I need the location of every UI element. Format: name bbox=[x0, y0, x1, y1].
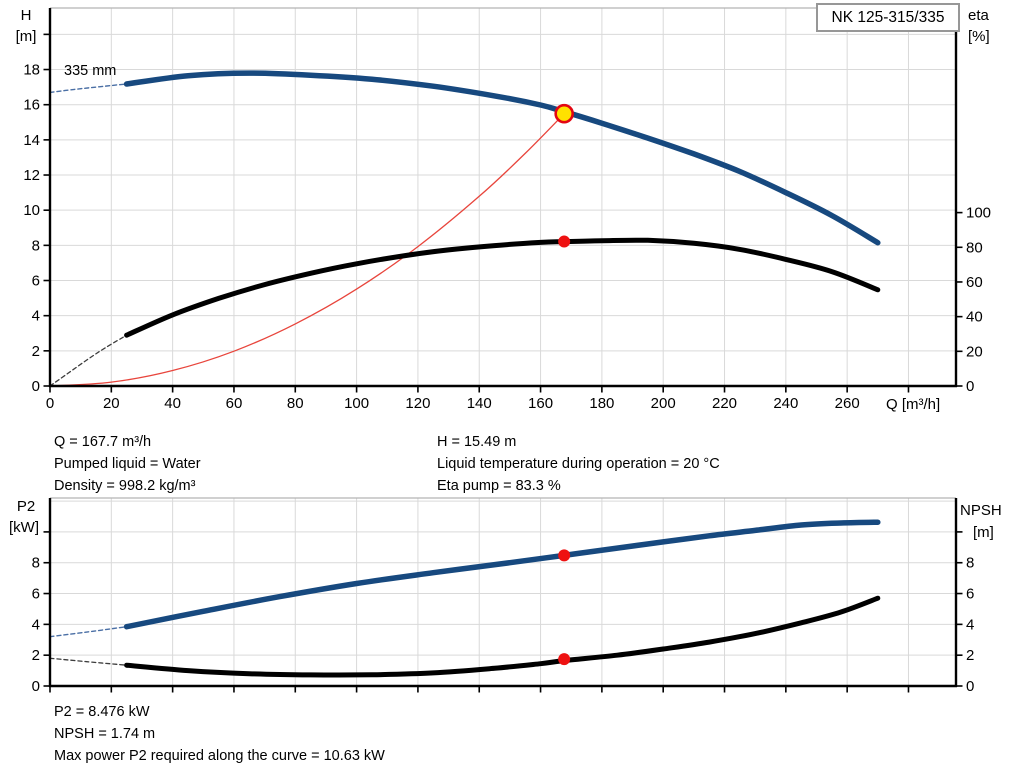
duty-markers bbox=[554, 103, 574, 248]
duty-point-marker[interactable] bbox=[554, 103, 574, 124]
duty-head-text: H = 15.49 m bbox=[437, 434, 517, 450]
svg-text:8: 8 bbox=[32, 555, 40, 572]
svg-text:2: 2 bbox=[966, 647, 974, 664]
duty-flow-text: Q = 167.7 m³/h bbox=[54, 434, 152, 450]
series-eta-curve-extrapolated bbox=[49, 334, 128, 387]
svg-text:260: 260 bbox=[835, 395, 860, 412]
series-system-curve bbox=[49, 113, 565, 387]
svg-text:0: 0 bbox=[46, 395, 54, 412]
npsh-axis-title-line1: NPSH bbox=[960, 502, 1002, 519]
h-axis-title-line1: H bbox=[20, 7, 32, 24]
svg-text:140: 140 bbox=[467, 395, 492, 412]
q-axis-title: Q [m³/h] bbox=[886, 396, 941, 413]
svg-text:20: 20 bbox=[103, 395, 120, 412]
svg-text:100: 100 bbox=[344, 395, 369, 412]
duty-point-dot bbox=[558, 653, 571, 666]
axes bbox=[48, 8, 958, 388]
svg-text:8: 8 bbox=[966, 555, 974, 572]
chart-QH-eta chart: 0 20 40 60 80 100 120 140 160 180 200 220 240 2600246… bbox=[23, 7, 991, 412]
svg-text:40: 40 bbox=[966, 309, 983, 326]
max-power-text: Max power P2 required along the curve = … bbox=[54, 748, 385, 764]
svg-text:6: 6 bbox=[32, 273, 40, 290]
svg-text:8: 8 bbox=[32, 237, 40, 254]
svg-text:40: 40 bbox=[164, 395, 181, 412]
svg-text:10: 10 bbox=[23, 202, 40, 219]
svg-text:0: 0 bbox=[32, 378, 40, 395]
svg-text:4: 4 bbox=[32, 308, 40, 325]
pump-model-label: NK 125-315/335 bbox=[831, 9, 945, 26]
svg-text:200: 200 bbox=[651, 395, 676, 412]
svg-text:0: 0 bbox=[966, 378, 974, 395]
svg-text:12: 12 bbox=[23, 167, 40, 184]
eta-axis-title-line1: eta bbox=[968, 7, 989, 24]
series-npsh-curve-extrapolated bbox=[49, 657, 128, 666]
svg-text:0: 0 bbox=[32, 678, 40, 695]
eta-axis-title-line2: [%] bbox=[968, 28, 990, 45]
svg-text:4: 4 bbox=[32, 616, 40, 633]
svg-text:60: 60 bbox=[226, 395, 243, 412]
series-p2-curve-extrapolated bbox=[49, 626, 128, 638]
duty-markers bbox=[558, 549, 571, 666]
svg-text:6: 6 bbox=[32, 586, 40, 603]
chart-P2-NPSH chart: 0 2 4 6 8 0 2 4 6 8 bbox=[32, 497, 974, 695]
svg-text:2: 2 bbox=[32, 647, 40, 664]
power-info-block: P2 = 8.476 kW NPSH = 1.74 m Max power P2… bbox=[54, 701, 385, 767]
svg-text:100: 100 bbox=[966, 205, 991, 222]
series-p2-curve bbox=[123, 519, 881, 630]
svg-text:180: 180 bbox=[589, 395, 614, 412]
tick-labels: 0 2 4 6 8 0 2 4 6 8 bbox=[32, 531, 974, 695]
svg-text:20: 20 bbox=[966, 343, 983, 360]
series-head-curve-extrapolated bbox=[49, 83, 128, 94]
p2-axis-title-line1: P2 bbox=[16, 498, 36, 515]
svg-text:18: 18 bbox=[23, 62, 40, 79]
duty-info-left-column: Q = 167.7 m³/h Pumped liquid = Water Den… bbox=[54, 431, 201, 497]
svg-text:14: 14 bbox=[23, 132, 40, 149]
series-npsh-curve bbox=[124, 595, 881, 678]
liquid-temperature-text: Liquid temperature during operation = 20… bbox=[437, 456, 720, 472]
svg-text:60: 60 bbox=[966, 274, 983, 291]
duty-point-dot bbox=[558, 549, 571, 562]
svg-text:220: 220 bbox=[712, 395, 737, 412]
gridlines bbox=[50, 7, 956, 386]
tick-labels: 0 20 40 60 80 100 120 140 160 180 200 220 240 2600246… bbox=[23, 33, 991, 412]
series-eta-curve bbox=[124, 237, 881, 338]
svg-text:6: 6 bbox=[966, 586, 974, 603]
p2-value-text: P2 = 8.476 kW bbox=[54, 704, 150, 720]
duty-info-right-column: H = 15.49 m Liquid temperature during op… bbox=[437, 431, 720, 497]
svg-text:2: 2 bbox=[32, 343, 40, 360]
curves bbox=[49, 70, 881, 387]
svg-text:120: 120 bbox=[405, 395, 430, 412]
svg-text:4: 4 bbox=[966, 616, 974, 633]
impeller-curve-label: 335 mm bbox=[64, 63, 117, 79]
svg-text:160: 160 bbox=[528, 395, 553, 412]
svg-text:16: 16 bbox=[23, 97, 40, 114]
svg-text:0: 0 bbox=[966, 678, 974, 695]
svg-text:80: 80 bbox=[966, 239, 983, 256]
density-text: Density = 998.2 kg/m³ bbox=[54, 478, 196, 494]
pumped-liquid-text: Pumped liquid = Water bbox=[54, 456, 201, 472]
duty-point-dot bbox=[558, 235, 571, 248]
npsh-axis-title-line2: [m] bbox=[973, 524, 994, 541]
npsh-value-text: NPSH = 1.74 m bbox=[54, 726, 156, 742]
curves bbox=[49, 519, 881, 678]
series-head-curve-335mm bbox=[123, 70, 881, 246]
svg-text:80: 80 bbox=[287, 395, 304, 412]
pump-model-box: NK 125-315/335 bbox=[816, 3, 960, 32]
eta-pump-text: Eta pump = 83.3 % bbox=[437, 478, 561, 494]
p2-axis-title-line2: [kW] bbox=[9, 519, 39, 536]
h-axis-title-line2: [m] bbox=[15, 28, 37, 45]
svg-text:240: 240 bbox=[773, 395, 798, 412]
